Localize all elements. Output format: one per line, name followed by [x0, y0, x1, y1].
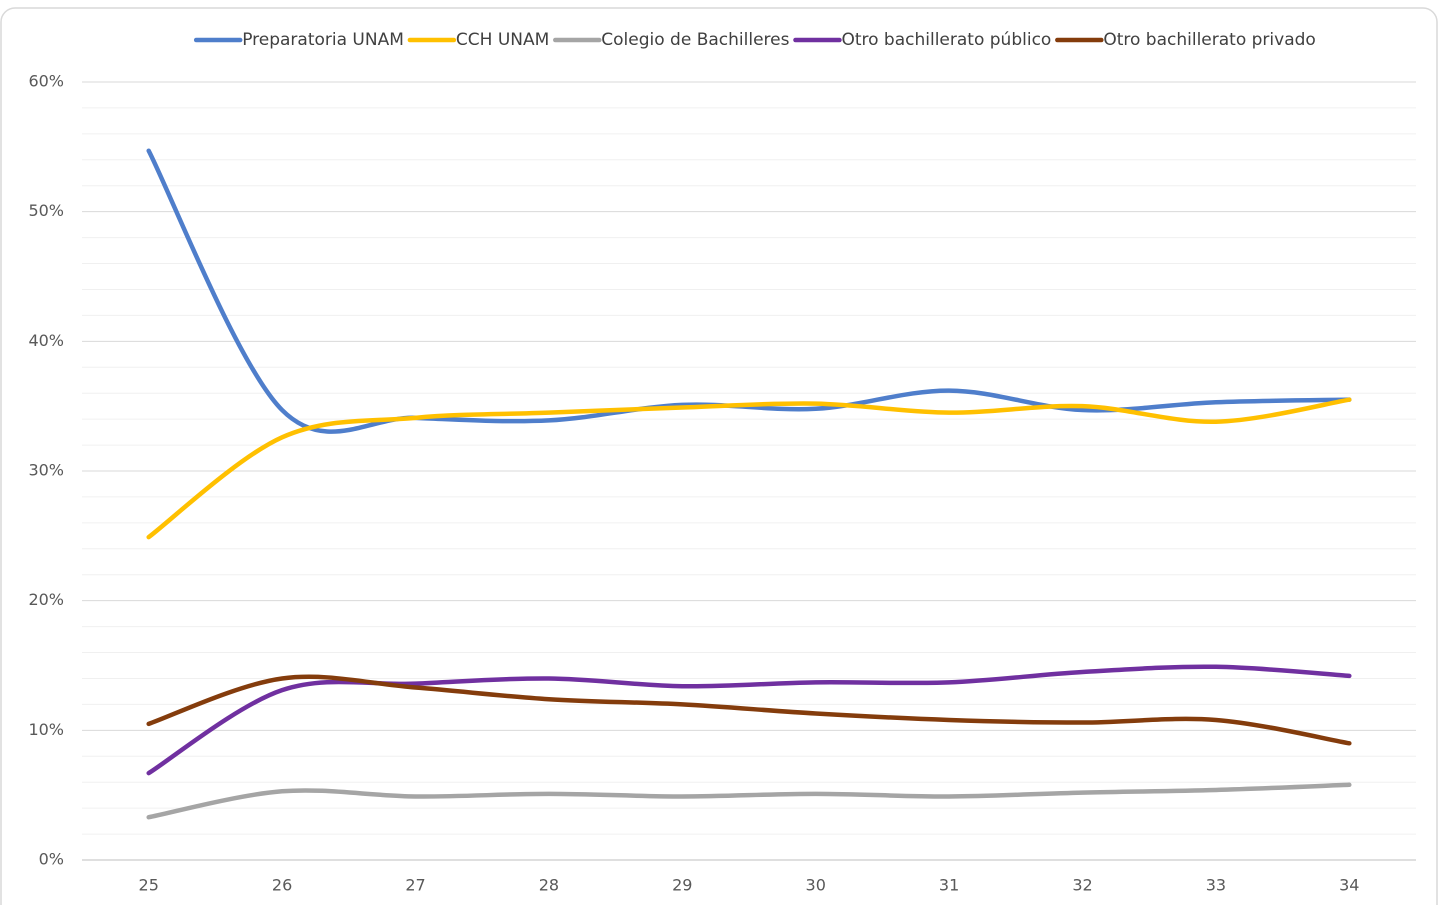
x-tick-label: 27: [405, 876, 425, 895]
legend: Preparatoria UNAM CCH UNAM Colegio de Bach…: [193, 30, 1316, 50]
x-tick-label: 33: [1206, 876, 1226, 895]
x-tick-label: 25: [139, 876, 159, 895]
y-tick-label: 0%: [39, 850, 64, 869]
x-tick-label: 30: [806, 876, 826, 895]
y-tick-label: 60%: [28, 72, 64, 91]
y-tick-label: 20%: [28, 590, 64, 609]
legend-label: Otro bachillerato privado: [1103, 30, 1315, 50]
series-line: [146, 782, 1352, 820]
y-tick-label: 10%: [28, 720, 64, 739]
y-tick-label: 40%: [28, 331, 64, 350]
legend-label: Preparatoria UNAM: [242, 30, 404, 50]
legend-label: CCH UNAM: [456, 30, 549, 50]
legend-label: Otro bachillerato público: [841, 30, 1051, 50]
x-tick-label: 29: [672, 876, 692, 895]
series-line: [146, 397, 1352, 540]
x-tick-label: 28: [539, 876, 559, 895]
series-line: [146, 674, 1352, 746]
x-tick-label: 34: [1339, 876, 1359, 895]
x-tick-label: 32: [1072, 876, 1092, 895]
lines: [146, 148, 1352, 820]
x-tick-label: 31: [939, 876, 959, 895]
y-tick-label: 30%: [28, 461, 64, 480]
x-tick-label: 26: [272, 876, 292, 895]
series-line: [146, 664, 1352, 776]
legend-label: Colegio de Bachilleres: [601, 30, 789, 50]
chart-frame: [0, 7, 1438, 905]
y-tick-label: 50%: [28, 201, 64, 220]
